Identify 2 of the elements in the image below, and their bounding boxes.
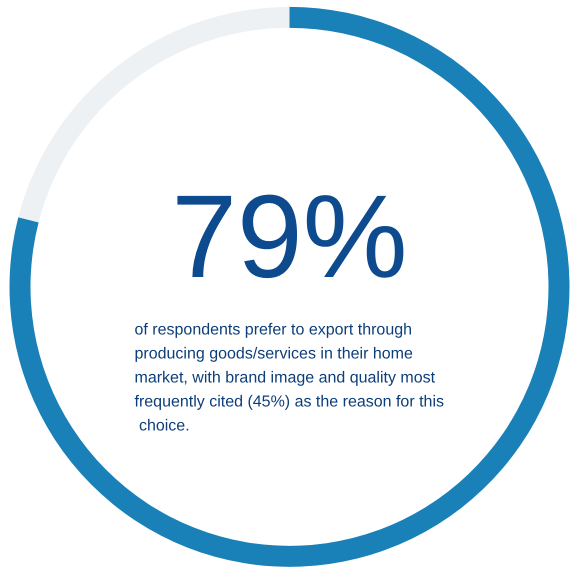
data-label: 79% (171, 171, 408, 303)
text: of respondents prefer to export through producing goods/services in their home market, with brand image and quality most frequently cited (45%) as the reason for this choice. (134, 322, 444, 434)
